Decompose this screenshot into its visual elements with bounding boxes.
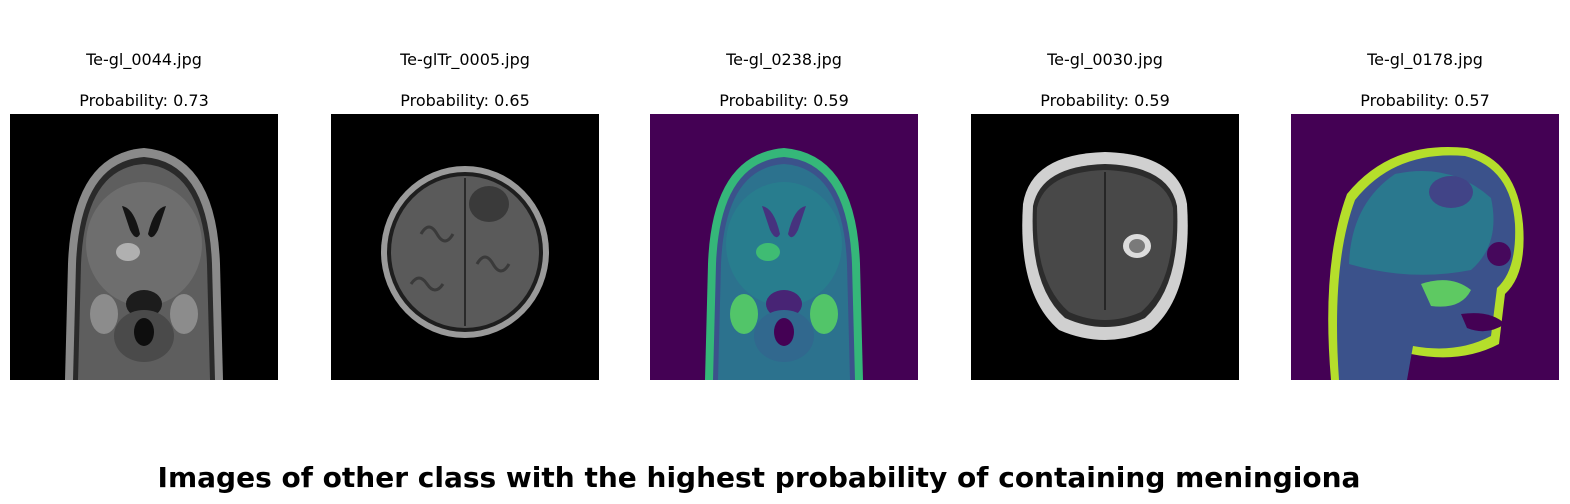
mri-image-sagittal-viridis xyxy=(1291,114,1559,380)
panel-filename: Te-gl_0044.jpg xyxy=(86,50,202,69)
panel-filename: Te-gl_0238.jpg xyxy=(726,50,842,69)
mri-image-axial xyxy=(331,114,599,380)
image-panel-2: Te-glTr_0005.jpg Probability: 0.65 xyxy=(331,0,599,380)
image-panel-1: Te-gl_0044.jpg Probability: 0.73 xyxy=(10,0,278,380)
image-panel-4: Te-gl_0030.jpg Probability: 0.59 xyxy=(971,0,1239,380)
mri-image-coronal-viridis xyxy=(650,114,918,380)
panel-probability: Probability: 0.73 xyxy=(79,91,209,110)
mri-image-coronal xyxy=(10,114,278,380)
panel-filename: Te-gl_0030.jpg xyxy=(1047,50,1163,69)
image-panel-5: Te-gl_0178.jpg Probability: 0.57 xyxy=(1291,0,1559,380)
figure-title: Images of other class with the highest p… xyxy=(157,461,1361,494)
panel-probability: Probability: 0.57 xyxy=(1360,91,1490,110)
panel-probability: Probability: 0.59 xyxy=(1040,91,1170,110)
panel-probability: Probability: 0.65 xyxy=(400,91,530,110)
mri-image-coronal-posterior xyxy=(971,114,1239,380)
panel-filename: Te-glTr_0005.jpg xyxy=(400,50,530,69)
panel-filename: Te-gl_0178.jpg xyxy=(1367,50,1483,69)
panel-probability: Probability: 0.59 xyxy=(719,91,849,110)
image-panel-3: Te-gl_0238.jpg Probability: 0.59 xyxy=(650,0,918,380)
